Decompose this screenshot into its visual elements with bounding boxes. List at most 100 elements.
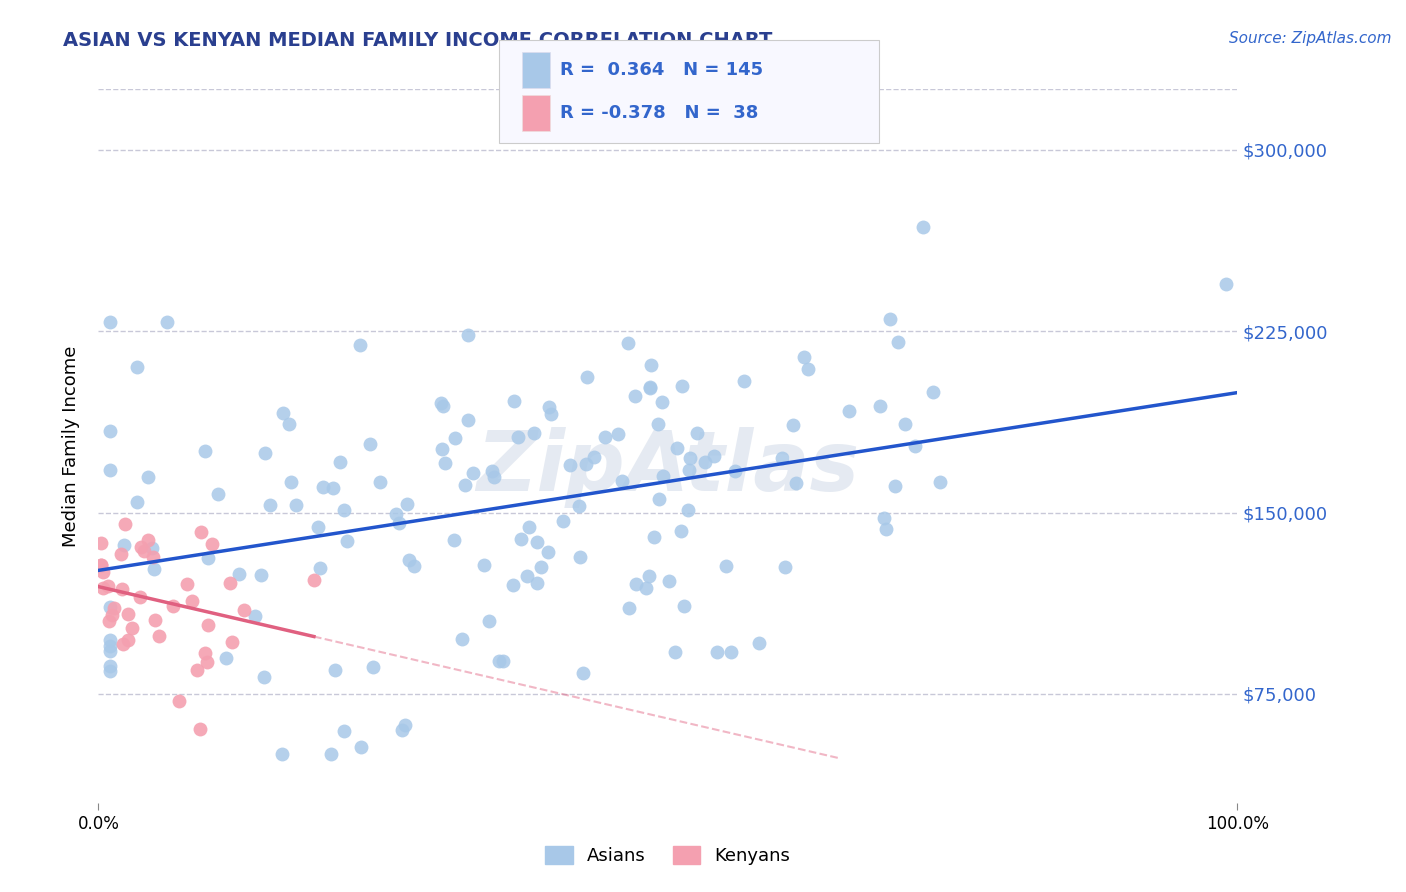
Point bbox=[90, 558, 112, 573]
Text: R =  0.364   N = 145: R = 0.364 N = 145 bbox=[560, 61, 762, 78]
Point bbox=[128, 591, 150, 605]
Point bbox=[336, 534, 359, 549]
Point bbox=[332, 503, 354, 517]
Point bbox=[280, 475, 302, 490]
Point bbox=[134, 544, 156, 558]
Point bbox=[617, 601, 640, 615]
Point bbox=[90, 536, 112, 550]
Point bbox=[651, 395, 673, 409]
Point bbox=[457, 413, 479, 427]
Point bbox=[271, 747, 294, 762]
Point bbox=[112, 538, 135, 552]
Point bbox=[624, 389, 647, 403]
Point bbox=[797, 362, 820, 376]
Point bbox=[219, 576, 242, 591]
Point bbox=[922, 384, 945, 399]
Point bbox=[536, 545, 558, 559]
Point bbox=[214, 651, 236, 665]
Point bbox=[332, 724, 354, 739]
Point bbox=[638, 569, 661, 583]
Point bbox=[136, 533, 159, 548]
Point bbox=[98, 463, 121, 477]
Point bbox=[186, 663, 208, 677]
Point bbox=[502, 577, 524, 591]
Point bbox=[873, 510, 896, 524]
Point bbox=[98, 424, 121, 438]
Point bbox=[180, 594, 202, 608]
Point bbox=[671, 524, 693, 538]
Point bbox=[714, 559, 737, 574]
Point bbox=[434, 456, 457, 470]
Point bbox=[253, 670, 276, 684]
Point bbox=[385, 507, 408, 521]
Point bbox=[143, 562, 166, 576]
Point bbox=[658, 574, 681, 589]
Point bbox=[703, 449, 725, 463]
Point bbox=[884, 479, 907, 493]
Point bbox=[720, 644, 742, 658]
Point bbox=[457, 327, 479, 342]
Point bbox=[612, 474, 634, 488]
Text: R = -0.378   N =  38: R = -0.378 N = 38 bbox=[560, 104, 758, 122]
Point bbox=[693, 455, 716, 469]
Point bbox=[125, 359, 148, 374]
Point bbox=[302, 573, 325, 587]
Point bbox=[582, 450, 605, 464]
Point bbox=[259, 498, 281, 512]
Point bbox=[636, 581, 658, 595]
Point bbox=[121, 621, 143, 635]
Point bbox=[491, 654, 513, 668]
Point bbox=[593, 430, 616, 444]
Point bbox=[463, 467, 485, 481]
Point bbox=[117, 607, 139, 621]
Point bbox=[162, 599, 184, 614]
Point bbox=[624, 577, 647, 591]
Point bbox=[156, 315, 179, 329]
Point bbox=[686, 425, 709, 440]
Point bbox=[117, 633, 139, 648]
Point bbox=[770, 451, 793, 466]
Point bbox=[101, 607, 124, 622]
Point bbox=[510, 532, 533, 546]
Text: Source: ZipAtlas.com: Source: ZipAtlas.com bbox=[1229, 31, 1392, 46]
Point bbox=[782, 418, 804, 433]
Point bbox=[197, 618, 219, 632]
Point bbox=[402, 558, 425, 573]
Point bbox=[481, 464, 503, 478]
Point bbox=[893, 417, 915, 431]
Point bbox=[443, 533, 465, 548]
Point bbox=[329, 455, 352, 469]
Point bbox=[391, 723, 413, 738]
Y-axis label: Median Family Income: Median Family Income bbox=[62, 345, 80, 547]
Point bbox=[394, 717, 416, 731]
Point bbox=[148, 629, 170, 643]
Point bbox=[651, 469, 673, 483]
Point bbox=[169, 694, 191, 708]
Legend: Asians, Kenyans: Asians, Kenyans bbox=[538, 838, 797, 872]
Point bbox=[671, 379, 693, 393]
Point bbox=[638, 381, 661, 395]
Point bbox=[643, 530, 665, 544]
Point bbox=[430, 396, 453, 410]
Point bbox=[97, 614, 120, 628]
Point bbox=[98, 315, 121, 329]
Point bbox=[773, 560, 796, 574]
Point bbox=[110, 547, 132, 561]
Point bbox=[207, 487, 229, 501]
Point bbox=[98, 640, 121, 654]
Point bbox=[97, 578, 120, 592]
Point bbox=[368, 475, 391, 489]
Point bbox=[879, 312, 901, 326]
Point bbox=[312, 480, 335, 494]
Point bbox=[1215, 277, 1237, 291]
Point bbox=[676, 503, 699, 517]
Point bbox=[194, 443, 217, 458]
Point bbox=[221, 635, 243, 649]
Point bbox=[141, 541, 163, 555]
Point bbox=[195, 655, 218, 669]
Point bbox=[553, 514, 575, 528]
Point bbox=[176, 577, 198, 591]
Point bbox=[516, 569, 538, 583]
Point bbox=[666, 442, 689, 456]
Point bbox=[887, 334, 910, 349]
